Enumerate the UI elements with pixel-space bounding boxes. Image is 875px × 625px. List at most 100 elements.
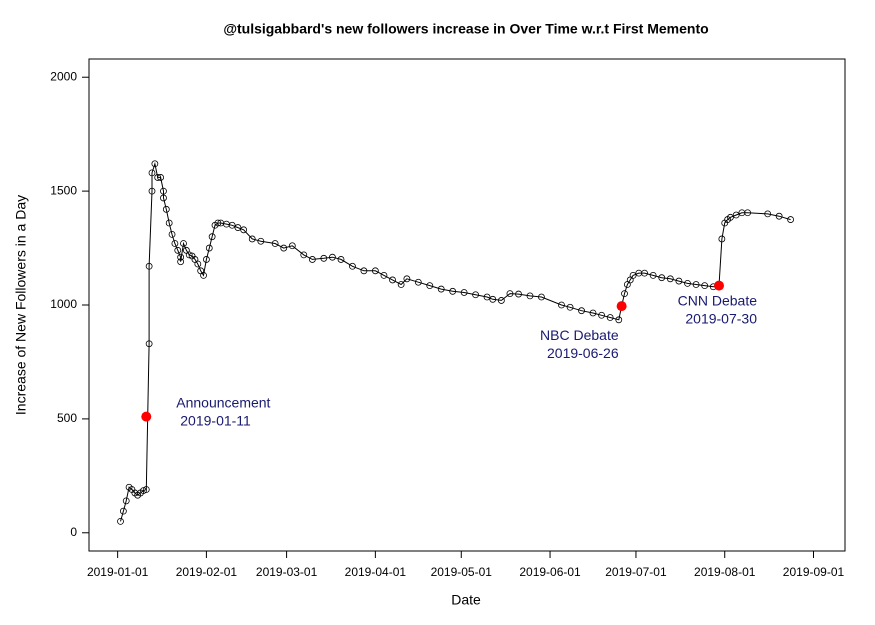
data-point (177, 253, 185, 261)
data-point (692, 281, 700, 288)
data-point (718, 235, 726, 243)
data-point (185, 251, 193, 259)
data-point (174, 246, 182, 254)
data-point (329, 253, 336, 261)
data-point (744, 209, 752, 217)
data-point (621, 290, 628, 298)
data-point (460, 289, 468, 296)
data-point (414, 278, 422, 286)
y-axis-label: Increase of New Followers in a Day (13, 195, 29, 415)
data-point (589, 309, 597, 317)
y-tick-label: 0 (70, 525, 77, 539)
data-point (558, 301, 565, 309)
data-point (403, 275, 411, 283)
data-point (506, 290, 514, 298)
data-point (606, 314, 614, 321)
data-point (787, 216, 794, 223)
x-tick-label: 2019-08-01 (694, 565, 756, 579)
data-point (578, 307, 585, 315)
event-point (714, 280, 724, 291)
data-point (489, 295, 497, 303)
data-point (162, 205, 170, 213)
data-point (649, 271, 657, 279)
event-label: Announcement (176, 394, 270, 410)
event-label: CNN Debate (678, 292, 758, 308)
data-point (300, 251, 308, 259)
data-point (208, 233, 216, 241)
data-point (337, 256, 345, 263)
x-tick-label: 2019-09-01 (783, 565, 845, 579)
data-point (426, 282, 434, 290)
data-point (666, 275, 674, 283)
x-tick-label: 2019-05-01 (431, 565, 493, 579)
data-point (165, 219, 173, 227)
data-point (320, 254, 328, 262)
x-axis-label: Date (451, 592, 481, 608)
data-point (615, 316, 623, 324)
data-point (515, 290, 522, 298)
data-point (389, 276, 396, 284)
event-date: 2019-07-30 (685, 310, 757, 326)
data-point (629, 271, 637, 279)
data-point (205, 244, 213, 252)
chart-title: @tulsigabbard's new followers increase i… (223, 21, 708, 37)
data-point (122, 497, 130, 505)
data-point (240, 226, 248, 234)
series-line (120, 161, 791, 522)
x-tick-label: 2019-02-01 (176, 565, 238, 579)
data-point (675, 277, 683, 285)
data-point (248, 235, 256, 243)
data-point (641, 269, 648, 277)
y-tick-label: 1000 (50, 297, 77, 311)
event-date: 2019-06-26 (547, 345, 619, 361)
data-point (168, 230, 176, 238)
data-point (701, 282, 709, 290)
data-point (437, 285, 445, 293)
data-point (497, 297, 505, 304)
data-point (380, 271, 388, 279)
data-point (148, 187, 156, 195)
data-point (154, 174, 162, 181)
data-point (349, 262, 356, 270)
data-point (598, 311, 605, 319)
data-point (397, 281, 405, 288)
data-point (684, 279, 691, 287)
data-point (538, 293, 545, 301)
data-point (228, 221, 236, 229)
data-point (194, 260, 202, 268)
data-point (449, 287, 457, 295)
y-tick-label: 2000 (50, 69, 77, 83)
event-point (616, 301, 627, 312)
data-point (764, 210, 772, 218)
y-tick-label: 1500 (50, 183, 77, 197)
data-point (257, 237, 265, 245)
x-tick-label: 2019-04-01 (345, 565, 407, 579)
x-tick-label: 2019-07-01 (605, 565, 667, 579)
event-point (141, 411, 152, 422)
data-point (200, 271, 207, 279)
data-point (371, 267, 379, 275)
data-point (732, 211, 740, 219)
data-point (234, 224, 242, 231)
data-point (145, 262, 153, 270)
data-point (203, 256, 210, 263)
data-point (160, 194, 167, 202)
x-tick-label: 2019-01-01 (87, 565, 149, 579)
data-point (171, 240, 179, 247)
data-point (119, 507, 127, 515)
data-point (472, 291, 479, 299)
data-point (151, 160, 159, 168)
x-tick-label: 2019-03-01 (256, 565, 318, 579)
event-label: NBC Debate (540, 327, 619, 343)
data-point (157, 174, 164, 181)
data-point (271, 240, 279, 247)
data-point (526, 292, 534, 300)
data-point (180, 240, 187, 247)
data-point (727, 213, 734, 221)
x-tick-label: 2019-06-01 (519, 565, 581, 579)
data-point (280, 244, 288, 252)
data-point (658, 274, 666, 282)
event-date: 2019-01-11 (180, 412, 251, 428)
data-point (288, 242, 296, 250)
